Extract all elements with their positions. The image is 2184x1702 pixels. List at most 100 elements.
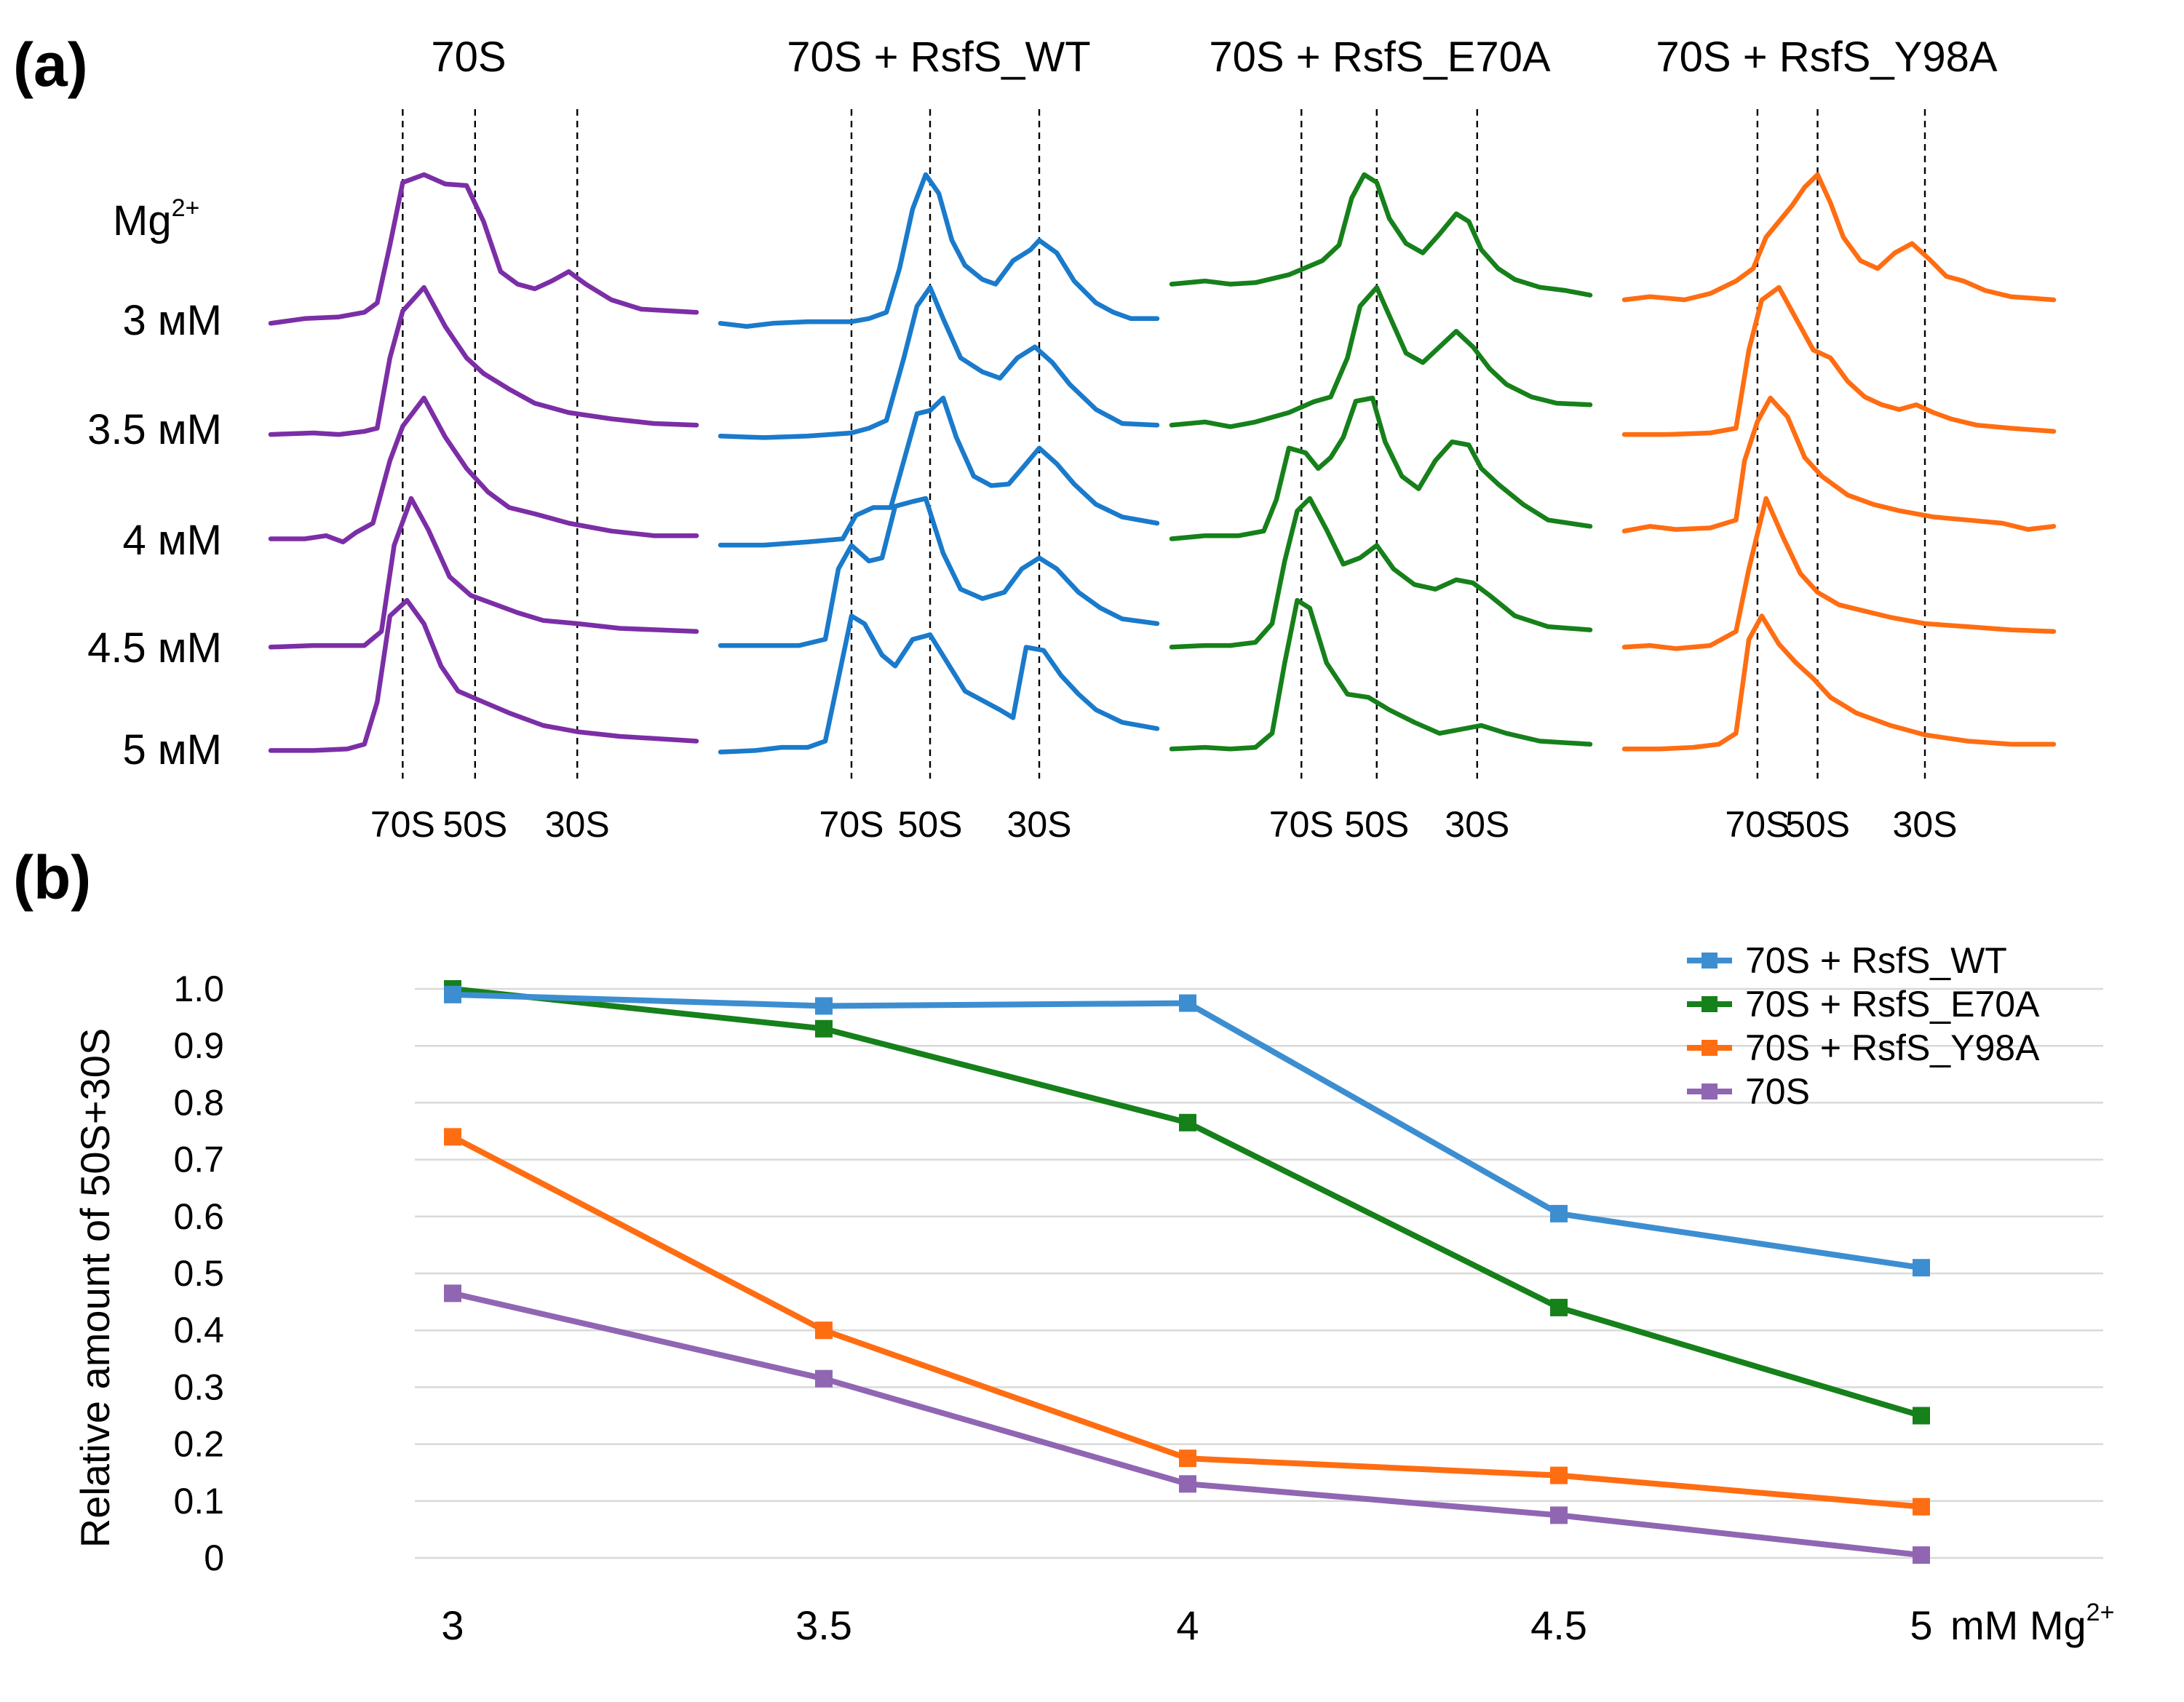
- data-point: [1913, 1259, 1930, 1277]
- y-tick-label: 0.2: [173, 1424, 224, 1465]
- series-2: [444, 1128, 1930, 1516]
- peak-label-30S: 30S: [1445, 804, 1509, 845]
- data-point: [1550, 1466, 1568, 1484]
- row-label-2: 4 мМ: [122, 517, 222, 564]
- legend-label: 70S + RsfS_Y98A: [1745, 1027, 2040, 1068]
- profile-trace-row-2: [1169, 395, 1593, 541]
- series-line-3: [452, 1290, 1922, 1559]
- profile-panel-2: 70S + RsfS_E70A 70S 50S 30S: [1169, 33, 1593, 845]
- profile-trace-row-1: [718, 285, 1160, 440]
- y-tick-label: 0: [204, 1538, 224, 1578]
- data-point: [1913, 1407, 1930, 1425]
- y-tick-labels: 0 0.1 0.2 0.3 0.4 0.5 0.6 0.7 0.8 0.9 1.0: [173, 969, 224, 1578]
- x-tick-label: 3: [441, 1602, 464, 1648]
- data-point: [444, 1128, 461, 1146]
- panel-b-label: (b): [13, 843, 91, 912]
- peak-label-50S: 50S: [1344, 804, 1409, 845]
- data-point: [444, 985, 461, 1003]
- legend-entry-3: 70S: [1687, 1071, 1810, 1112]
- row-label-1: 3.5 мМ: [87, 406, 222, 453]
- panel-title-0: 70S: [431, 33, 506, 81]
- profile-trace-row-3: [268, 496, 699, 650]
- grid-lines: [415, 987, 2103, 1559]
- profile-trace-row-4: [718, 613, 1160, 755]
- peak-label-30S: 30S: [1007, 804, 1072, 845]
- y-axis-title: Relative amount of 50S+30S: [72, 1028, 118, 1548]
- peak-label-50S: 50S: [442, 804, 507, 845]
- panel-a-label: (a): [13, 31, 88, 99]
- legend-entry-0: 70S + RsfS_WT: [1687, 940, 2007, 981]
- row-label-4: 5 мМ: [122, 726, 222, 774]
- data-point: [1913, 1546, 1930, 1564]
- profile-trace-row-3: [1621, 496, 2057, 651]
- y-tick-label: 0.3: [173, 1367, 224, 1407]
- data-point: [1179, 994, 1196, 1012]
- data-point: [815, 997, 833, 1015]
- y-tick-label: 0.7: [173, 1140, 224, 1180]
- legend-marker: [1701, 953, 1718, 969]
- x-tick-label: 4: [1176, 1602, 1199, 1648]
- profile-trace-row-1: [268, 285, 699, 437]
- profile-trace-row-2: [718, 395, 1160, 548]
- x-axis-title: mM Mg2+: [1950, 1599, 2114, 1648]
- panel-title-1: 70S + RsfS_WT: [787, 33, 1090, 81]
- legend-label: 70S + RsfS_WT: [1745, 940, 2007, 981]
- panel-b-chart: 0 0.1 0.2 0.3 0.4 0.5 0.6 0.7 0.8 0.9 1.0 3 3.5 4 4.5…: [72, 940, 2114, 1648]
- legend-entry-2: 70S + RsfS_Y98A: [1687, 1027, 2040, 1068]
- legend-entry-1: 70S + RsfS_E70A: [1687, 984, 2040, 1025]
- panel-title-3: 70S + RsfS_Y98A: [1656, 33, 1997, 81]
- profile-trace-row-0: [1621, 172, 2057, 303]
- profile-trace-row-0: [718, 172, 1160, 329]
- profile-trace-row-1: [1169, 285, 1593, 429]
- profile-trace-row-4: [1621, 613, 2057, 752]
- peak-label-30S: 30S: [545, 804, 610, 845]
- y-tick-label: 0.1: [173, 1481, 224, 1522]
- profile-trace-row-1: [1621, 285, 2057, 437]
- profile-trace-row-0: [1169, 172, 1593, 298]
- mg-header: Mg2+: [113, 194, 199, 244]
- data-point: [1179, 1450, 1196, 1468]
- peak-label-70S: 70S: [819, 804, 884, 845]
- profile-trace-row-3: [1169, 496, 1593, 650]
- data-point: [815, 1019, 833, 1038]
- data-point: [1179, 1475, 1196, 1493]
- peak-label-70S: 70S: [370, 804, 435, 845]
- data-point: [1550, 1298, 1568, 1316]
- profile-trace-row-4: [268, 597, 699, 753]
- legend-marker: [1701, 1083, 1718, 1099]
- data-point: [1550, 1204, 1568, 1222]
- legend-label: 70S + RsfS_E70A: [1745, 984, 2040, 1025]
- legend-marker: [1701, 996, 1718, 1012]
- peak-label-70S: 70S: [1269, 804, 1334, 845]
- y-tick-label: 0.6: [173, 1196, 224, 1237]
- legend-marker: [1701, 1040, 1718, 1056]
- y-tick-label: 0.8: [173, 1082, 224, 1123]
- profile-trace-row-3: [718, 496, 1160, 648]
- series-lines: [444, 980, 1930, 1564]
- x-tick-label: 3.5: [795, 1602, 852, 1648]
- data-point: [444, 1284, 461, 1303]
- data-point: [815, 1369, 833, 1388]
- x-tick-labels: 3 3.5 4 4.5 5 mM Mg2+: [441, 1599, 2114, 1648]
- data-point: [1913, 1498, 1930, 1516]
- profile-trace-row-2: [268, 395, 699, 545]
- peak-label-70S: 70S: [1725, 804, 1790, 845]
- x-tick-label: 4.5: [1530, 1602, 1587, 1648]
- row-labels: 3 мМ 3.5 мМ 4 мМ 4.5 мМ 5 мМ: [87, 297, 222, 774]
- series-0: [444, 985, 1930, 1277]
- profile-trace-row-4: [1169, 597, 1593, 752]
- peak-label-50S: 50S: [1785, 804, 1850, 845]
- panel-title-2: 70S + RsfS_E70A: [1209, 33, 1550, 81]
- series-3: [444, 1284, 1930, 1564]
- profile-trace-row-0: [268, 172, 699, 326]
- data-point: [815, 1321, 833, 1340]
- y-tick-label: 1.0: [173, 969, 224, 1009]
- y-tick-label: 0.9: [173, 1025, 224, 1066]
- x-axis-title-text: mM Mg: [1950, 1602, 2086, 1648]
- x-axis-title-sup: 2+: [2086, 1599, 2115, 1626]
